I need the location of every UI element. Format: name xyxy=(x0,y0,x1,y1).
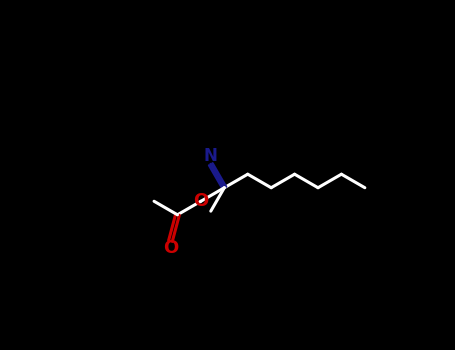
Text: O: O xyxy=(193,192,208,210)
Text: N: N xyxy=(204,147,218,165)
Text: O: O xyxy=(163,239,178,257)
